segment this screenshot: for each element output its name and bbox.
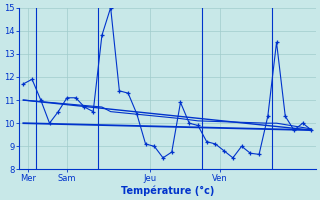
X-axis label: Température (°c): Température (°c) [121,185,214,196]
